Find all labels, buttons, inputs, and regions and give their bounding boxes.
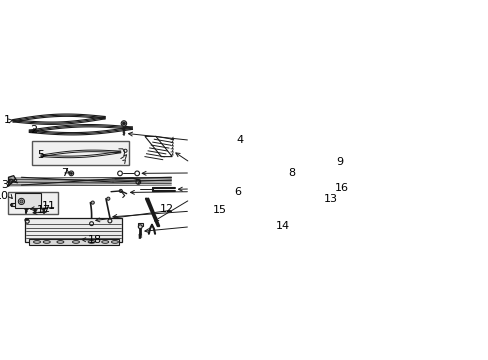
Ellipse shape — [88, 240, 95, 243]
Text: 9: 9 — [335, 157, 342, 167]
Bar — [32, 141, 129, 165]
Bar — [25, 218, 122, 242]
Ellipse shape — [43, 240, 50, 243]
Text: 3: 3 — [1, 180, 9, 190]
Bar — [8, 192, 58, 214]
Ellipse shape — [34, 240, 41, 243]
Text: 13: 13 — [324, 194, 338, 204]
Circle shape — [106, 197, 110, 200]
Ellipse shape — [72, 240, 80, 243]
Text: 15: 15 — [213, 206, 227, 215]
Text: 1: 1 — [4, 115, 11, 125]
Text: 7: 7 — [61, 168, 68, 177]
Text: 4: 4 — [237, 135, 244, 145]
Text: 6: 6 — [233, 187, 240, 197]
Ellipse shape — [111, 240, 118, 243]
Circle shape — [70, 172, 72, 175]
Text: 17: 17 — [37, 206, 51, 215]
Circle shape — [91, 201, 94, 204]
Ellipse shape — [57, 240, 64, 243]
Text: 16: 16 — [334, 183, 348, 193]
Text: 18: 18 — [88, 235, 102, 245]
Circle shape — [138, 225, 142, 229]
Bar — [138, 223, 142, 226]
Bar — [29, 239, 119, 245]
Text: 14: 14 — [275, 221, 289, 231]
Ellipse shape — [102, 240, 108, 243]
Text: 10: 10 — [0, 190, 9, 201]
Text: 12: 12 — [160, 204, 174, 214]
Circle shape — [20, 200, 23, 203]
Text: 11: 11 — [41, 202, 56, 211]
Text: 5: 5 — [37, 150, 44, 160]
Bar — [15, 193, 41, 208]
Circle shape — [121, 121, 126, 126]
Circle shape — [18, 198, 24, 204]
Text: 2: 2 — [30, 125, 37, 135]
Circle shape — [122, 122, 125, 125]
Text: 8: 8 — [288, 168, 295, 177]
